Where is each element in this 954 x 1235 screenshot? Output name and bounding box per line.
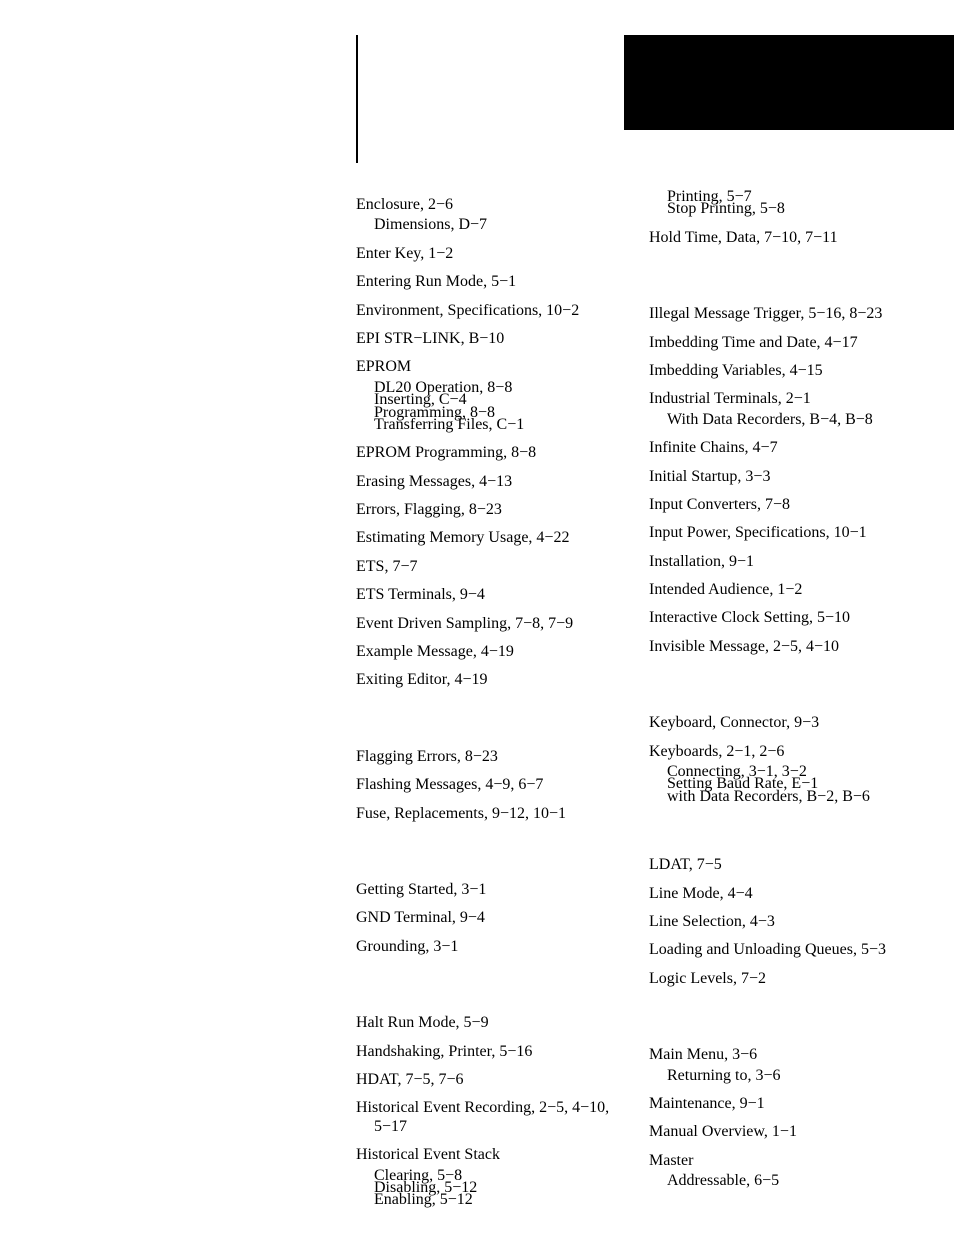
- index-entry: Illegal Message Trigger, 5−16, 8−23: [649, 305, 914, 323]
- index-entry: Intended Audience, 1−2: [649, 581, 914, 599]
- index-entry: Enter Key, 1−2: [356, 245, 621, 263]
- index-entry: Exiting Editor, 4−19: [356, 671, 621, 689]
- index-entry: Grounding, 3−1: [356, 938, 621, 956]
- page: Enclosure, 2−6 Dimensions, D−7 Enter Key, …: [0, 0, 954, 1235]
- index-entry: Infinite Chains, 4−7: [649, 439, 914, 457]
- index-subentry: Addressable, 6−5: [649, 1172, 914, 1190]
- index-entry: Historical Event Recording, 2−5, 4−10, 5…: [356, 1099, 621, 1136]
- index-entry: Line Selection, 4−3: [649, 913, 914, 931]
- index-entry: Line Mode, 4−4: [649, 885, 914, 903]
- index-entry: Keyboards, 2−1, 2−6: [649, 743, 914, 761]
- index-entry: Input Power, Specifications, 10−1: [649, 524, 914, 542]
- section-gap: [649, 257, 914, 305]
- index-entry: Fuse, Replacements, 9−12, 10−1: [356, 805, 621, 823]
- index-column-left: Enclosure, 2−6 Dimensions, D−7 Enter Key, …: [356, 196, 621, 1175]
- header-vertical-rule: [356, 35, 358, 163]
- index-entry: GND Terminal, 9−4: [356, 909, 621, 927]
- index-entry: Interactive Clock Setting, 5−10: [649, 609, 914, 627]
- index-entry: Logic Levels, 7−2: [649, 970, 914, 988]
- index-entry: Estimating Memory Usage, 4−22: [356, 529, 621, 547]
- index-entry: Industrial Terminals, 2−1: [649, 390, 914, 408]
- index-entry: Environment, Specifications, 10−2: [356, 302, 621, 320]
- index-entry: Entering Run Mode, 5−1: [356, 273, 621, 291]
- index-entry: Manual Overview, 1−1: [649, 1123, 914, 1141]
- index-entry: Main Menu, 3−6: [649, 1046, 914, 1064]
- index-entry: Event Driven Sampling, 7−8, 7−9: [356, 615, 621, 633]
- index-subentry: With Data Recorders, B−4, B−8: [649, 411, 914, 429]
- index-entry: Input Converters, 7−8: [649, 496, 914, 514]
- section-gap: [356, 833, 621, 881]
- index-subentry: with Data Recorders, B−2, B−6: [649, 788, 914, 806]
- index-entry: Halt Run Mode, 5−9: [356, 1014, 621, 1032]
- index-entry: Maintenance, 9−1: [649, 1095, 914, 1113]
- section-gap: [649, 666, 914, 714]
- index-entry: LDAT, 7−5: [649, 856, 914, 874]
- index-entry: ETS Terminals, 9−4: [356, 586, 621, 604]
- index-column-right: Printing, 5−7Stop Printing, 5−8Hold Time…: [649, 196, 914, 1175]
- index-entry: Hold Time, Data, 7−10, 7−11: [649, 229, 914, 247]
- index-entry: Historical Event Stack: [356, 1146, 621, 1164]
- index-entry: Flagging Errors, 8−23: [356, 748, 621, 766]
- section-gap: [649, 808, 914, 856]
- section-gap: [649, 998, 914, 1046]
- index-columns: Enclosure, 2−6 Dimensions, D−7 Enter Key, …: [356, 196, 914, 1175]
- index-entry: HDAT, 7−5, 7−6: [356, 1071, 621, 1089]
- index-entry: Getting Started, 3−1: [356, 881, 621, 899]
- index-entry: Erasing Messages, 4−13: [356, 473, 621, 491]
- index-entry: Master: [649, 1152, 914, 1170]
- index-subentry: Enabling, 5−12: [356, 1191, 621, 1209]
- index-entry: Invisible Message, 2−5, 4−10: [649, 638, 914, 656]
- index-entry: Enclosure, 2−6: [356, 196, 621, 214]
- index-entry: Errors, Flagging, 8−23: [356, 501, 621, 519]
- section-gap: [356, 966, 621, 1014]
- index-entry: Loading and Unloading Queues, 5−3: [649, 941, 914, 959]
- index-entry: ETS, 7−7: [356, 558, 621, 576]
- index-entry: EPROM: [356, 358, 621, 376]
- index-entry: Initial Startup, 3−3: [649, 468, 914, 486]
- index-entry: Imbedding Time and Date, 4−17: [649, 334, 914, 352]
- index-entry: Handshaking, Printer, 5−16: [356, 1043, 621, 1061]
- index-entry: Flashing Messages, 4−9, 6−7: [356, 776, 621, 794]
- index-subentry: Dimensions, D−7: [356, 216, 621, 234]
- index-entry: EPROM Programming, 8−8: [356, 444, 621, 462]
- section-gap: [356, 700, 621, 748]
- index-entry: Example Message, 4−19: [356, 643, 621, 661]
- header-black-box: [624, 35, 954, 130]
- index-entry: Installation, 9−1: [649, 553, 914, 571]
- index-subentry: Returning to, 3−6: [649, 1067, 914, 1085]
- index-entry: Imbedding Variables, 4−15: [649, 362, 914, 380]
- index-entry: EPI STR−LINK, B−10: [356, 330, 621, 348]
- index-entry: Keyboard, Connector, 9−3: [649, 714, 914, 732]
- index-subentry: Transferring Files, C−1: [356, 416, 621, 434]
- index-subentry: Stop Printing, 5−8: [649, 200, 914, 218]
